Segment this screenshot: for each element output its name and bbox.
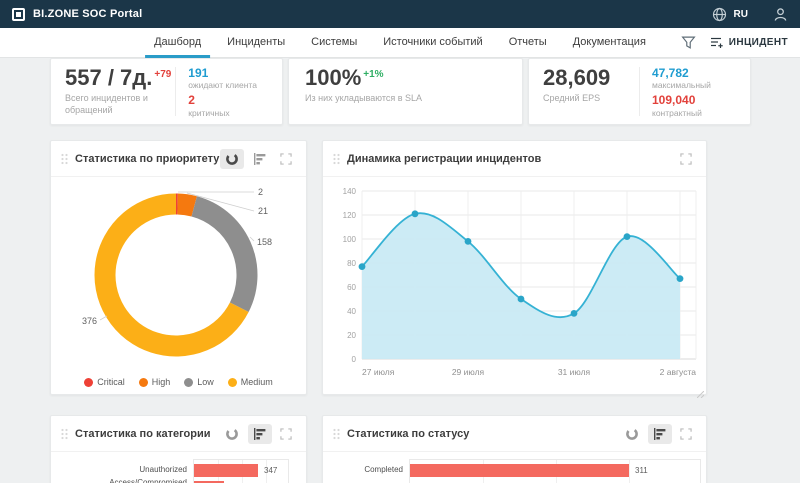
legend-item-medium[interactable]: Medium xyxy=(227,377,273,387)
awaiting-client-caption: ожидают клиента xyxy=(188,80,257,91)
language-selector[interactable]: RU xyxy=(733,8,748,20)
svg-text:140: 140 xyxy=(343,187,357,196)
tab-systems[interactable]: Системы xyxy=(311,35,358,48)
tab-documentation[interactable]: Документация xyxy=(572,35,646,48)
svg-text:376: 376 xyxy=(82,316,97,326)
svg-text:158: 158 xyxy=(257,237,272,247)
svg-text:27 июля: 27 июля xyxy=(362,367,395,377)
bar-value: 347 xyxy=(264,466,278,475)
category-bar-chart: 347 Unauthorized Access/Compromised xyxy=(51,452,306,483)
drag-handle-icon[interactable] xyxy=(61,153,68,165)
svg-text:60: 60 xyxy=(347,283,356,292)
expand-icon[interactable] xyxy=(276,424,296,444)
bar-label: Completed xyxy=(364,465,403,474)
drag-handle-icon[interactable] xyxy=(333,428,340,440)
svg-text:29 июля: 29 июля xyxy=(452,367,485,377)
status-card: Статистика по статусу 311 Completed xyxy=(322,415,707,483)
bar xyxy=(194,464,258,477)
eps-max-caption: максимальный xyxy=(652,80,711,91)
drag-handle-icon[interactable] xyxy=(61,428,68,440)
stat-card-incidents: 557 / 7д. +79 Всего инцидентов и обращени… xyxy=(50,58,283,125)
svg-text:2: 2 xyxy=(258,187,263,197)
dynamics-card-title: Динамика регистрации инцидентов xyxy=(347,152,542,165)
stat-card-sla: 100% +1% Из них укладываются в SLA xyxy=(288,58,523,125)
svg-text:40: 40 xyxy=(347,307,356,316)
dynamics-area-chart: 0 20 40 60 80 100 120 140 27 июля 29 июля 31 июля 2… xyxy=(343,187,697,377)
svg-text:2 августа: 2 августа xyxy=(660,367,697,377)
legend-item-critical[interactable]: Critical xyxy=(84,377,125,387)
eps-average-value: 28,609 xyxy=(543,65,611,90)
tab-dashboard[interactable]: Дашборд xyxy=(145,28,211,58)
bar-label: Unauthorized Access/Compromised xyxy=(109,465,187,483)
nav-tabs: Дашборд Инциденты Системы Источники собы… xyxy=(141,28,659,58)
eps-contract-value: 109,040 xyxy=(652,93,696,108)
donut-view-icon[interactable] xyxy=(620,424,644,444)
donut-view-icon[interactable] xyxy=(220,424,244,444)
svg-text:31 июля: 31 июля xyxy=(558,367,591,377)
tab-incidents[interactable]: Инциденты xyxy=(227,35,286,48)
sla-delta: +1% xyxy=(363,69,384,80)
svg-text:100: 100 xyxy=(343,235,357,244)
legend-item-high[interactable]: High xyxy=(138,377,170,387)
status-card-title: Статистика по статусу xyxy=(347,427,470,440)
svg-text:20: 20 xyxy=(347,331,356,340)
incidents-delta: +79 xyxy=(154,69,172,80)
stat-card-eps: 28,609 Средний EPS 47,782 максимальный 1… xyxy=(528,58,751,125)
incidents-total: 557 / 7д. +79 xyxy=(65,65,172,90)
eps-max-value: 47,782 xyxy=(652,66,689,80)
svg-text:80: 80 xyxy=(347,259,356,268)
app-title: BI.ZONE SOC Portal xyxy=(33,8,143,20)
awaiting-client-value: 191 xyxy=(188,66,209,80)
bar-view-icon[interactable] xyxy=(648,423,672,444)
resize-handle[interactable] xyxy=(696,385,705,399)
donut-view-icon[interactable] xyxy=(220,148,244,169)
priority-donut-chart: 2 21 158 376 xyxy=(82,187,272,357)
expand-icon[interactable] xyxy=(676,149,696,169)
critical-count-caption: критичных xyxy=(188,107,230,118)
svg-text:120: 120 xyxy=(343,211,357,220)
globe-icon[interactable] xyxy=(712,7,727,22)
bar xyxy=(194,481,224,483)
bar-view-icon[interactable] xyxy=(248,423,272,444)
priority-legend: Critical High Low Medium xyxy=(51,377,306,387)
bar xyxy=(410,464,629,477)
main-nav: Дашборд Инциденты Системы Источники собы… xyxy=(0,28,800,58)
sla-value: 100% +1% xyxy=(305,65,384,90)
category-card: Статистика по категории 347 Unauthorized … xyxy=(50,415,307,483)
incidents-caption: Всего инцидентов и обращений xyxy=(65,93,148,116)
tab-reports[interactable]: Отчеты xyxy=(508,35,547,48)
critical-count-value: 2 xyxy=(188,93,195,108)
svg-text:21: 21 xyxy=(258,206,268,216)
priority-card: Статистика по приоритету 2 21 158 376 Criti… xyxy=(50,140,307,395)
expand-icon[interactable] xyxy=(276,149,296,169)
priority-card-title: Статистика по приоритету xyxy=(75,152,220,165)
expand-icon[interactable] xyxy=(676,424,696,444)
filter-icon[interactable] xyxy=(681,35,696,50)
sla-caption: Из них укладываются в SLA xyxy=(305,93,423,104)
category-card-title: Статистика по категории xyxy=(75,427,211,440)
status-bar-chart: 311 Completed xyxy=(323,452,706,483)
svg-text:0: 0 xyxy=(352,355,357,364)
bar-view-icon[interactable] xyxy=(248,149,272,169)
add-incident-icon xyxy=(710,37,723,48)
eps-contract-caption: контрактный xyxy=(652,107,702,118)
bar-value: 311 xyxy=(635,466,648,475)
eps-average-caption: Средний EPS xyxy=(543,93,601,104)
topbar: BI.ZONE SOC Portal RU xyxy=(0,0,800,28)
dynamics-card: Динамика регистрации инцидентов 0 20 40 60 8… xyxy=(322,140,707,399)
user-icon[interactable] xyxy=(773,7,788,22)
bizone-logo-icon xyxy=(12,7,25,21)
drag-handle-icon[interactable] xyxy=(333,153,340,165)
legend-item-low[interactable]: Low xyxy=(184,377,214,387)
tab-event-sources[interactable]: Источники событий xyxy=(383,35,483,48)
add-incident-button[interactable]: ИНЦИДЕНТ xyxy=(710,36,788,49)
